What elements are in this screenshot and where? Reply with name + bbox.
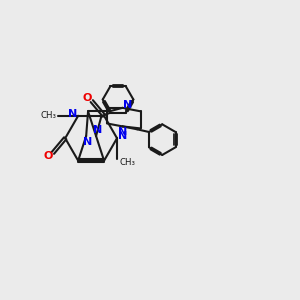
Text: N: N [83,137,92,148]
Text: O: O [44,152,53,161]
Text: N: N [68,109,77,119]
Text: N: N [118,131,128,141]
Text: CH₃: CH₃ [40,111,56,120]
Text: N: N [93,124,102,134]
Text: CH₃: CH₃ [119,158,135,167]
Text: O: O [83,93,92,103]
Text: N: N [118,127,127,137]
Text: N: N [123,100,132,110]
